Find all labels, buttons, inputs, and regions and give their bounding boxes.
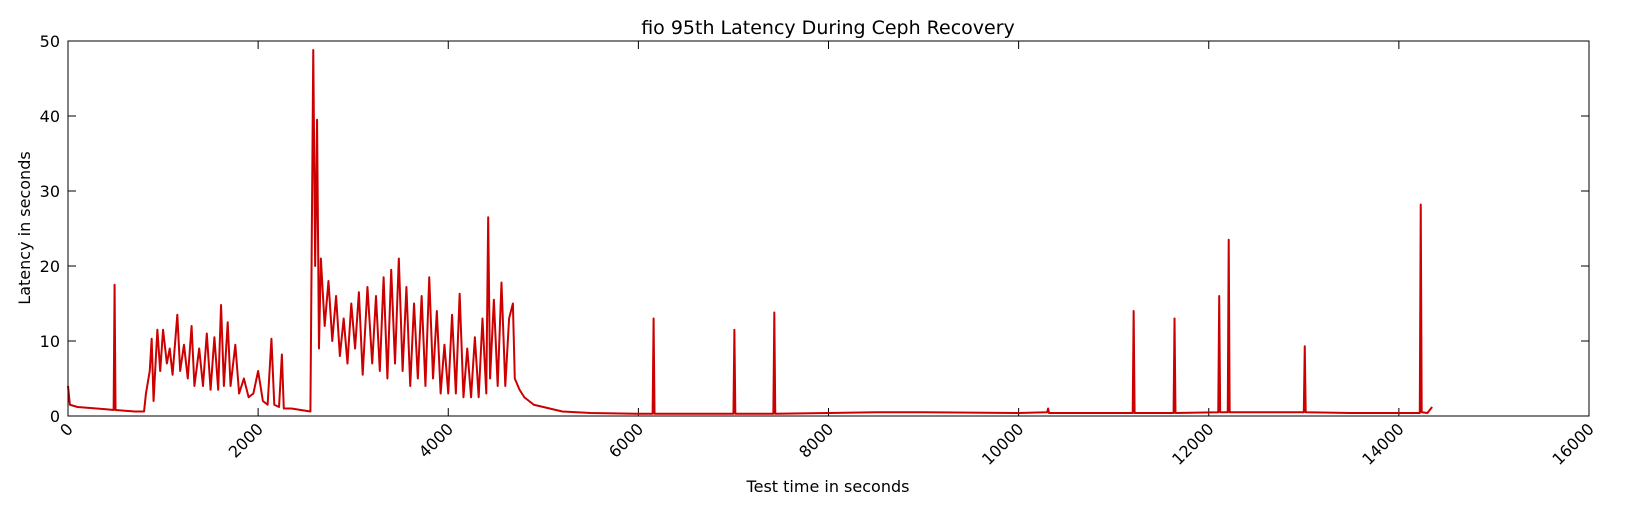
line [67, 49, 1433, 415]
y-tick-label: 30 [40, 182, 60, 201]
y-axis-label: Latency in seconds [15, 151, 34, 304]
chart-title: fio 95th Latency During Ceph Recovery [641, 17, 1015, 39]
plot-frame [67, 40, 1590, 417]
y-tick-label: 0 [50, 407, 60, 426]
y-tick-label: 40 [40, 107, 60, 126]
x-axis-label: Test time in seconds [746, 477, 910, 496]
y-tick-label: 10 [40, 332, 60, 351]
y-tick-label: 20 [40, 257, 60, 276]
y-tick-label: 50 [40, 32, 60, 51]
